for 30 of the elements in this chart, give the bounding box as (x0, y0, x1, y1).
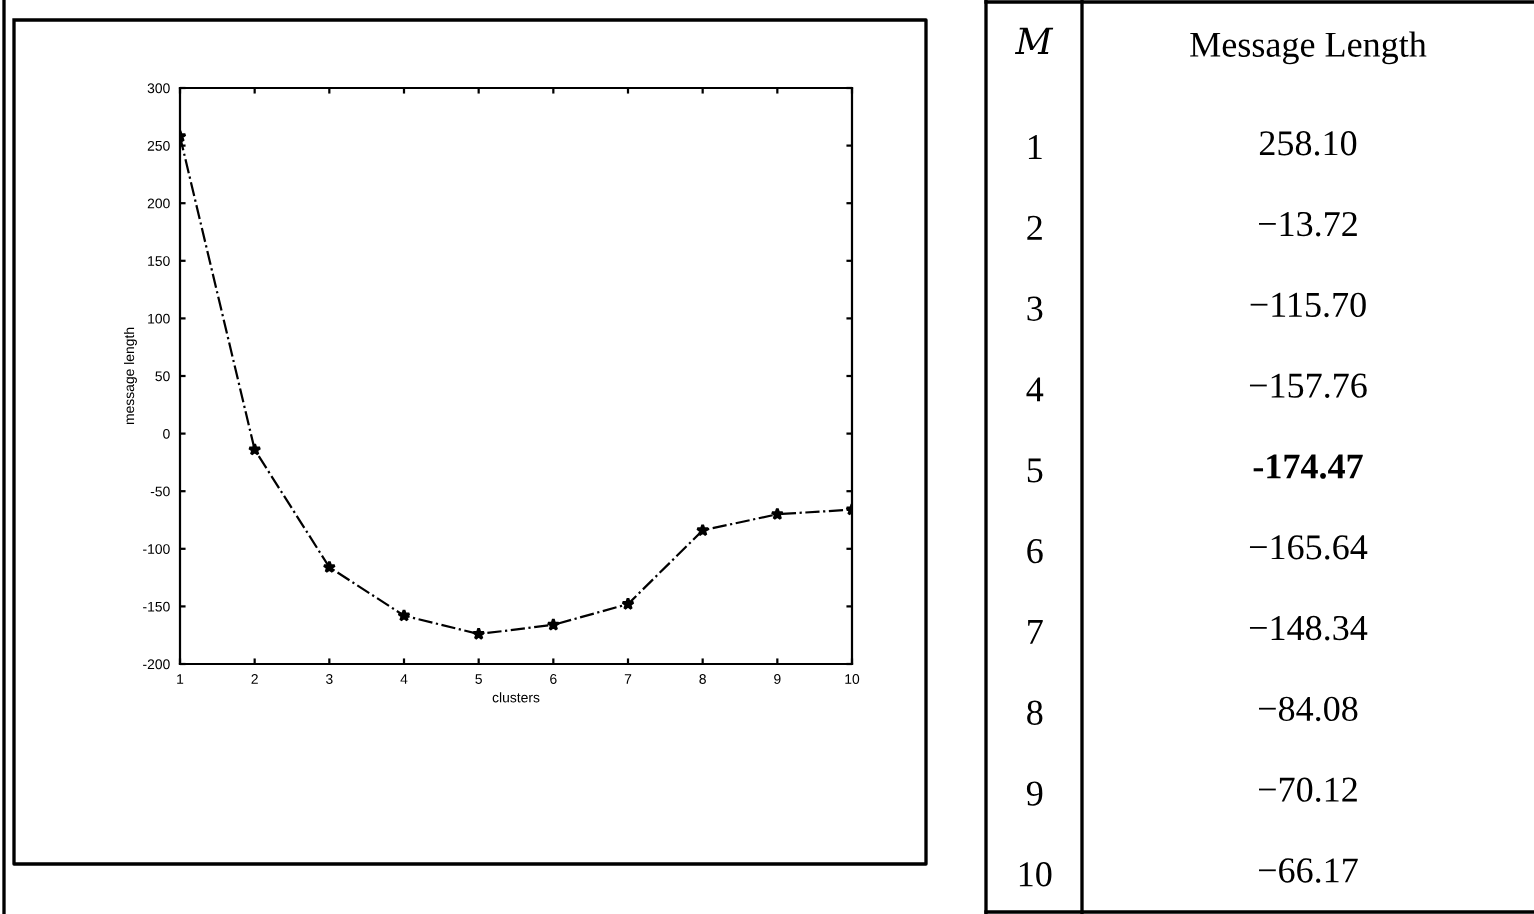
y-tick-label: 2 (1027, 215, 1042, 240)
data-label: −165.64 (1249, 535, 1368, 560)
point (621, 597, 635, 610)
y-tick-label: 9 (1026, 781, 1043, 806)
y-tick-label: 3 (1027, 296, 1043, 321)
point (247, 442, 262, 456)
point (471, 627, 486, 640)
point (397, 608, 411, 622)
data-label: −115.70 (1250, 292, 1366, 318)
data-label: −157.76 (1249, 373, 1367, 398)
y-tick-label: 6 (1027, 539, 1043, 564)
data-label: −66.17 (1258, 858, 1358, 883)
point (695, 523, 710, 537)
point (322, 560, 337, 574)
y-tick-label: 1 (1028, 135, 1042, 159)
y-tick-label: 7 (1028, 620, 1043, 644)
data-label: 258.10 (1259, 131, 1357, 156)
y-tick-label: 4 (1026, 377, 1044, 402)
y-tick-label: 8 (1027, 700, 1043, 725)
point (546, 617, 561, 631)
data-label: −13.72 (1258, 211, 1357, 237)
data-label: −70.12 (1258, 777, 1357, 802)
point (770, 507, 785, 521)
x-tick-label: Message Length (1190, 31, 1427, 65)
data-label: −84.08 (1258, 696, 1358, 722)
y-axis-title: M (1014, 27, 1054, 54)
data-label: -174.47 (1253, 454, 1363, 479)
y-tick-label: 10 (1019, 862, 1052, 887)
y-tick-label: 5 (1027, 458, 1043, 483)
data-label: −148.34 (1249, 615, 1368, 641)
